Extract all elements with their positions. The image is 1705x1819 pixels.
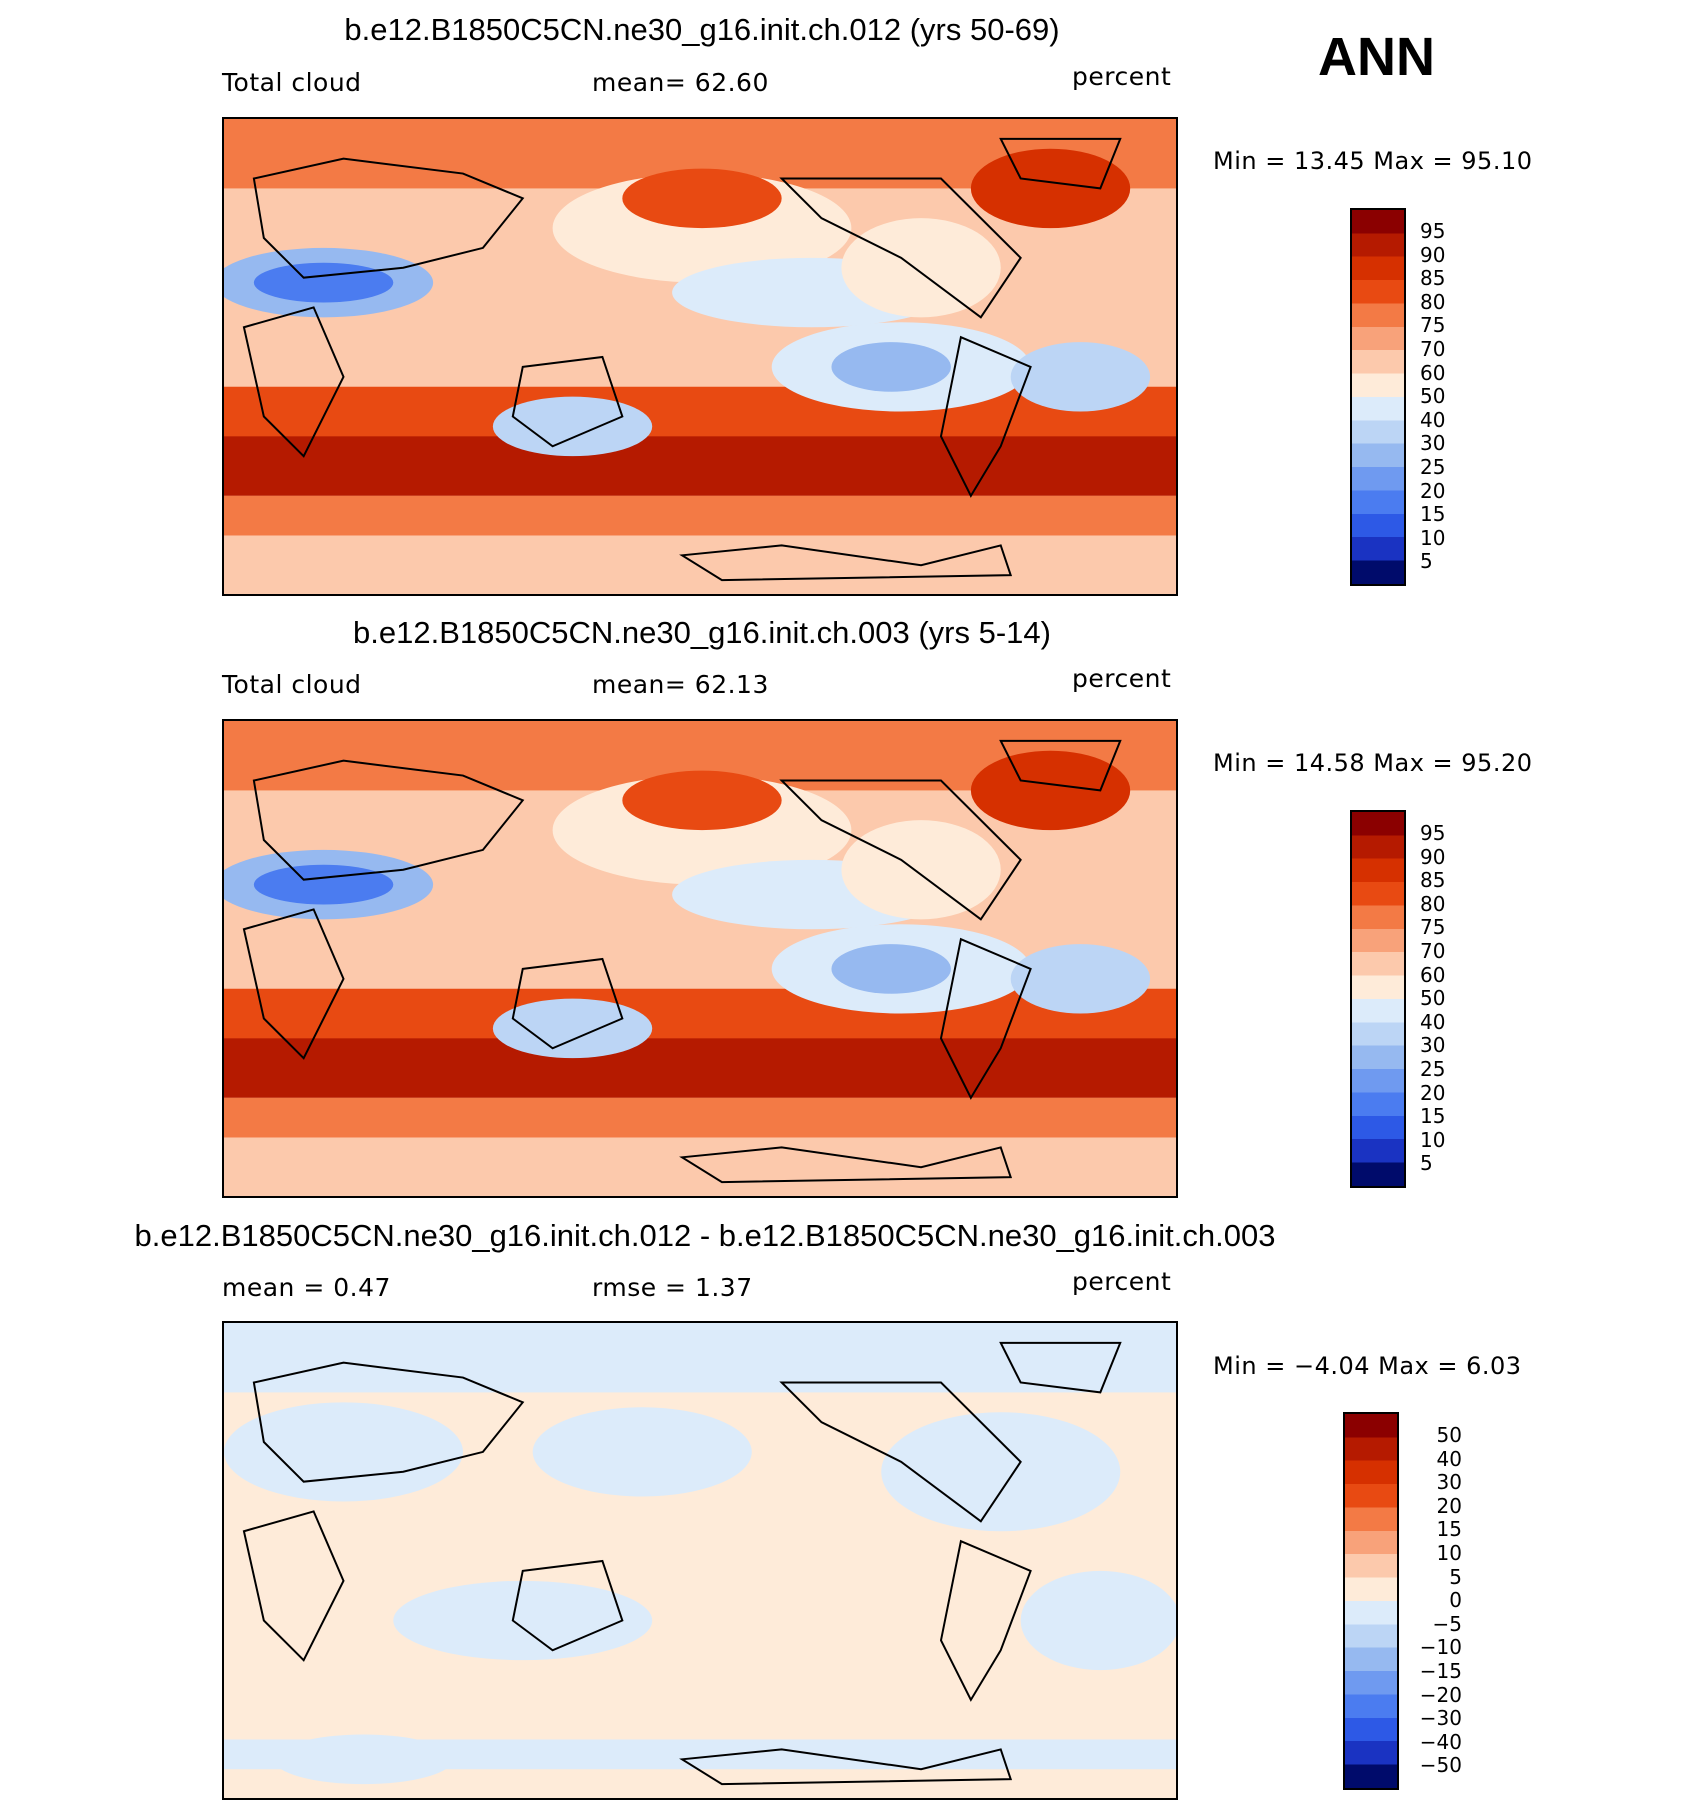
- colorbar-tick-label: 5: [1420, 549, 1433, 574]
- colorbar-tick-label: 15: [1420, 1104, 1446, 1129]
- panel-1-minmax: Min = 13.45 Max = 95.10: [1213, 147, 1533, 175]
- colorbar-tick-label: 10: [1420, 525, 1446, 550]
- colorbar-tick-label: 70: [1420, 336, 1446, 361]
- colorbar-tick-label: 75: [1420, 915, 1446, 940]
- colorbar-tick-label: 90: [1420, 242, 1446, 267]
- panel-1-title: b.e12.B1850C5CN.ne30_g16.init.ch.012 (yr…: [344, 12, 1060, 47]
- panel-3-colorbar: [1343, 1412, 1399, 1790]
- panel-2-variable-label: Total cloud: [222, 670, 362, 699]
- panel-3-mean-label: mean = 0.47: [222, 1273, 391, 1302]
- colorbar-tick-label: 0: [1449, 1588, 1462, 1613]
- colorbar-tick-label: −20: [1419, 1682, 1462, 1707]
- colorbar-tick-label: 75: [1420, 313, 1446, 338]
- panel-3-rmse-label: rmse = 1.37: [592, 1273, 753, 1302]
- colorbar-tick-label: 15: [1420, 502, 1446, 527]
- colorbar-tick-label: 30: [1420, 1033, 1446, 1058]
- colorbar-tick-label: 20: [1420, 478, 1446, 503]
- panel-1-colorbar: [1350, 208, 1406, 586]
- colorbar-tick-label: 85: [1420, 266, 1446, 291]
- colorbar-tick-label: 15: [1436, 1517, 1462, 1542]
- panel-2-units-label: percent: [1072, 664, 1172, 693]
- panel-3-map: [222, 1321, 1178, 1800]
- colorbar-tick-label: 5: [1449, 1564, 1462, 1589]
- panel-2-title: b.e12.B1850C5CN.ne30_g16.init.ch.003 (yr…: [353, 615, 1051, 650]
- season-label: ANN: [1318, 27, 1435, 87]
- colorbar-tick-label: 40: [1420, 407, 1446, 432]
- panel-1-variable-label: Total cloud: [222, 68, 362, 97]
- colorbar-tick-label: 20: [1436, 1493, 1462, 1518]
- colorbar-tick-label: 50: [1420, 384, 1446, 409]
- colorbar-tick-label: 60: [1420, 360, 1446, 385]
- colorbar-tick-label: 80: [1420, 891, 1446, 916]
- colorbar-tick-label: 90: [1420, 844, 1446, 869]
- panel-1-map: [222, 117, 1178, 596]
- colorbar-tick-label: 60: [1420, 962, 1446, 987]
- colorbar-tick-label: 85: [1420, 868, 1446, 893]
- colorbar-tick-label: 30: [1436, 1470, 1462, 1495]
- panel-3-minmax: Min = −4.04 Max = 6.03: [1213, 1352, 1522, 1380]
- panel-1-mean-label: mean= 62.60: [592, 68, 769, 97]
- colorbar-tick-label: −10: [1419, 1635, 1462, 1660]
- panel-3-colorbar-labels: 50 40 30 20 15 10 5 0 −5 −10 −15 −20 −30…: [1410, 1423, 1462, 1778]
- colorbar-tick-label: −40: [1419, 1729, 1462, 1754]
- colorbar-tick-label: −5: [1432, 1611, 1462, 1636]
- colorbar-tick-label: 70: [1420, 938, 1446, 963]
- colorbar-tick-label: 50: [1436, 1423, 1462, 1447]
- colorbar-tick-label: 5: [1420, 1151, 1433, 1176]
- panel-2-map: [222, 719, 1178, 1198]
- colorbar-tick-label: −30: [1419, 1706, 1462, 1731]
- panel-1-colorbar-labels: 95 90 85 80 75 70 60 50 40 30 25 20 15 1…: [1420, 219, 1446, 574]
- colorbar-tick-label: 25: [1420, 1056, 1446, 1081]
- panel-3-units-label: percent: [1072, 1267, 1172, 1296]
- panel-3-title: b.e12.B1850C5CN.ne30_g16.init.ch.012 - b…: [134, 1218, 1276, 1253]
- colorbar-tick-label: 40: [1420, 1009, 1446, 1034]
- colorbar-tick-label: 95: [1420, 821, 1446, 845]
- colorbar-tick-label: 10: [1436, 1540, 1462, 1565]
- panel-2-colorbar: [1350, 810, 1406, 1188]
- colorbar-tick-label: −15: [1419, 1658, 1462, 1683]
- colorbar-tick-label: 95: [1420, 219, 1446, 243]
- colorbar-tick-label: 25: [1420, 454, 1446, 479]
- panel-1-units-label: percent: [1072, 62, 1172, 91]
- colorbar-tick-label: 30: [1420, 431, 1446, 456]
- colorbar-tick-label: −50: [1419, 1753, 1462, 1778]
- colorbar-tick-label: 80: [1420, 289, 1446, 314]
- colorbar-tick-label: 40: [1436, 1446, 1462, 1471]
- colorbar-tick-label: 10: [1420, 1127, 1446, 1152]
- panel-2-minmax: Min = 14.58 Max = 95.20: [1213, 749, 1533, 777]
- panel-2-colorbar-labels: 95 90 85 80 75 70 60 50 40 30 25 20 15 1…: [1420, 821, 1446, 1176]
- colorbar-tick-label: 50: [1420, 986, 1446, 1011]
- colorbar-tick-label: 20: [1420, 1080, 1446, 1105]
- panel-2-mean-label: mean= 62.13: [592, 670, 769, 699]
